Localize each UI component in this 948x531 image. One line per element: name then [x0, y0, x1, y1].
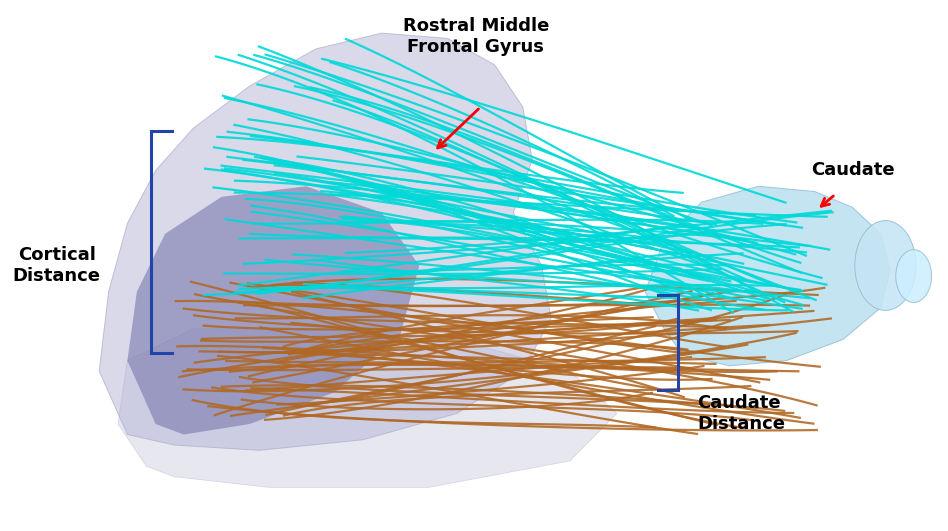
Ellipse shape [855, 220, 916, 311]
Polygon shape [100, 33, 551, 450]
Text: Rostral Middle
Frontal Gyrus: Rostral Middle Frontal Gyrus [403, 17, 549, 56]
Text: Cortical
Distance: Cortical Distance [12, 246, 100, 285]
Text: Caudate
Distance: Caudate Distance [697, 394, 785, 433]
Text: Caudate: Caudate [811, 161, 894, 179]
Polygon shape [646, 186, 890, 366]
Polygon shape [127, 186, 419, 434]
Ellipse shape [896, 250, 932, 303]
Polygon shape [118, 329, 617, 487]
